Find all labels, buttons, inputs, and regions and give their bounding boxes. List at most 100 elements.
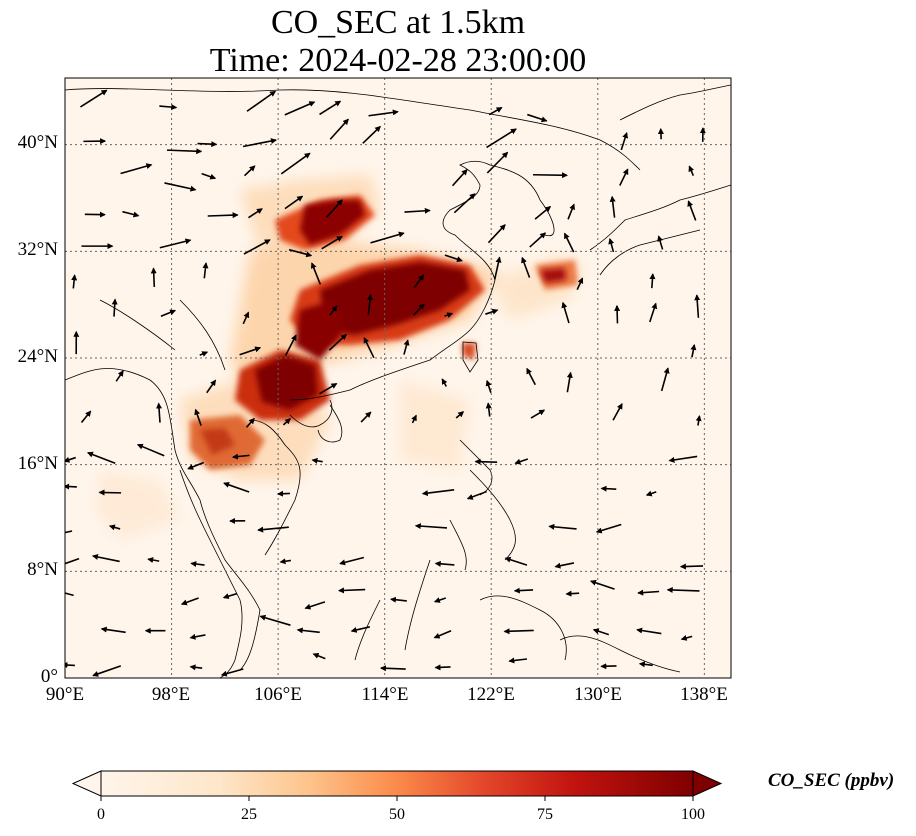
colorbar-tick-label: 0 bbox=[97, 806, 105, 823]
wind-arrow bbox=[666, 586, 700, 593]
wind-arrow bbox=[362, 125, 381, 144]
wind-arrow bbox=[637, 589, 660, 596]
wind-arrow bbox=[187, 461, 205, 470]
wind-arrow bbox=[609, 195, 616, 218]
map-subtitle: Time: 2024-02-28 23:00:00 bbox=[209, 42, 587, 79]
wind-arrow bbox=[156, 402, 163, 423]
colorbar-tick-label: 75 bbox=[537, 806, 553, 823]
wind-arrow bbox=[319, 100, 342, 116]
wind-arrow bbox=[65, 592, 74, 597]
wind-arrow bbox=[561, 301, 570, 324]
wind-arrow bbox=[566, 371, 573, 393]
wind-arrow bbox=[159, 238, 192, 249]
wind-arrow bbox=[220, 668, 244, 677]
wind-arrow bbox=[688, 165, 695, 177]
wind-arrow bbox=[595, 523, 622, 534]
wind-arrow bbox=[284, 101, 316, 116]
wind-arrow bbox=[485, 379, 492, 394]
wind-arrow bbox=[487, 224, 506, 244]
colorbar-extend-low bbox=[71, 770, 102, 797]
wind-arrow bbox=[280, 152, 311, 175]
wind-arrow bbox=[111, 298, 118, 317]
wind-arrow bbox=[199, 351, 209, 357]
wind-arrow bbox=[180, 597, 199, 606]
wind-arrow bbox=[466, 490, 487, 500]
colorbar-tick-label: 100 bbox=[681, 806, 705, 823]
wind-arrow bbox=[147, 557, 160, 563]
wind-arrow bbox=[619, 168, 629, 186]
wind-arrow bbox=[368, 109, 399, 117]
wind-arrow bbox=[164, 182, 197, 192]
wind-arrow bbox=[282, 418, 291, 426]
wind-arrow bbox=[284, 334, 297, 356]
wind-arrow bbox=[245, 417, 255, 428]
colorbar-tick-label: 25 bbox=[241, 806, 257, 823]
wind-arrow bbox=[503, 628, 534, 635]
wind-arrow bbox=[434, 664, 451, 671]
wind-arrow bbox=[694, 294, 701, 318]
wind-arrow bbox=[80, 89, 108, 108]
lat-label: 0° bbox=[40, 666, 58, 687]
wind-vectors bbox=[65, 89, 706, 677]
wind-arrow bbox=[222, 592, 238, 600]
wind-arrow bbox=[259, 614, 291, 626]
wind-arrow bbox=[513, 587, 534, 594]
lon-label: 122°E bbox=[467, 684, 515, 705]
wind-arrow bbox=[159, 104, 178, 111]
wind-arrow bbox=[455, 411, 465, 419]
wind-arrow bbox=[310, 262, 322, 285]
co-plume-field bbox=[95, 175, 585, 540]
wind-arrow bbox=[411, 414, 417, 424]
wind-arrow bbox=[567, 203, 575, 220]
wind-arrow bbox=[620, 131, 629, 151]
wind-arrow bbox=[451, 169, 468, 187]
wind-arrow bbox=[485, 402, 492, 417]
wind-arrow bbox=[86, 451, 116, 465]
wind-arrow bbox=[687, 200, 697, 221]
wind-arrow bbox=[474, 458, 498, 465]
wind-arrow bbox=[339, 556, 365, 566]
wind-arrow bbox=[534, 206, 552, 220]
wind-arrow bbox=[600, 485, 617, 492]
wind-arrow bbox=[488, 106, 503, 116]
wind-arrow bbox=[246, 90, 277, 112]
wind-arrow bbox=[367, 293, 373, 315]
wind-arrow bbox=[563, 232, 575, 253]
lat-label: 16°N bbox=[17, 453, 58, 474]
lon-label: 106°E bbox=[254, 684, 302, 705]
wind-arrow bbox=[337, 587, 366, 594]
lat-label: 24°N bbox=[17, 346, 58, 367]
wind-arrow bbox=[493, 256, 502, 280]
wind-arrow bbox=[636, 627, 662, 635]
wind-arrow bbox=[421, 489, 455, 497]
wind-arrow bbox=[65, 530, 73, 534]
wind-arrow bbox=[243, 239, 271, 255]
wind-arrow bbox=[190, 561, 205, 567]
wind-arrow bbox=[526, 367, 536, 386]
wind-arrow bbox=[92, 665, 122, 677]
wind-arrow bbox=[202, 262, 209, 279]
wind-arrow bbox=[370, 231, 405, 244]
wind-arrow bbox=[645, 490, 657, 497]
wind-arrow bbox=[150, 267, 157, 288]
wind-arrow bbox=[197, 141, 218, 148]
wind-arrow bbox=[690, 343, 697, 358]
wind-arrow bbox=[680, 635, 693, 641]
wind-arrow bbox=[548, 523, 577, 530]
wind-arrow bbox=[136, 443, 165, 457]
colorbar bbox=[71, 770, 723, 801]
wind-arrow bbox=[329, 118, 349, 140]
wind-arrow bbox=[441, 378, 448, 387]
wind-arrow bbox=[231, 453, 250, 460]
wind-arrow bbox=[284, 195, 304, 210]
wind-arrow bbox=[679, 563, 704, 570]
wind-arrow bbox=[413, 274, 425, 289]
wind-arrow bbox=[453, 193, 476, 214]
wind-arrow bbox=[201, 172, 217, 180]
wind-arrow bbox=[527, 113, 548, 123]
wind-arrow bbox=[508, 657, 528, 664]
wind-arrow bbox=[649, 273, 656, 289]
colorbar-label: CO_SEC (ppbv) bbox=[768, 770, 895, 791]
wind-arrow bbox=[403, 339, 410, 355]
